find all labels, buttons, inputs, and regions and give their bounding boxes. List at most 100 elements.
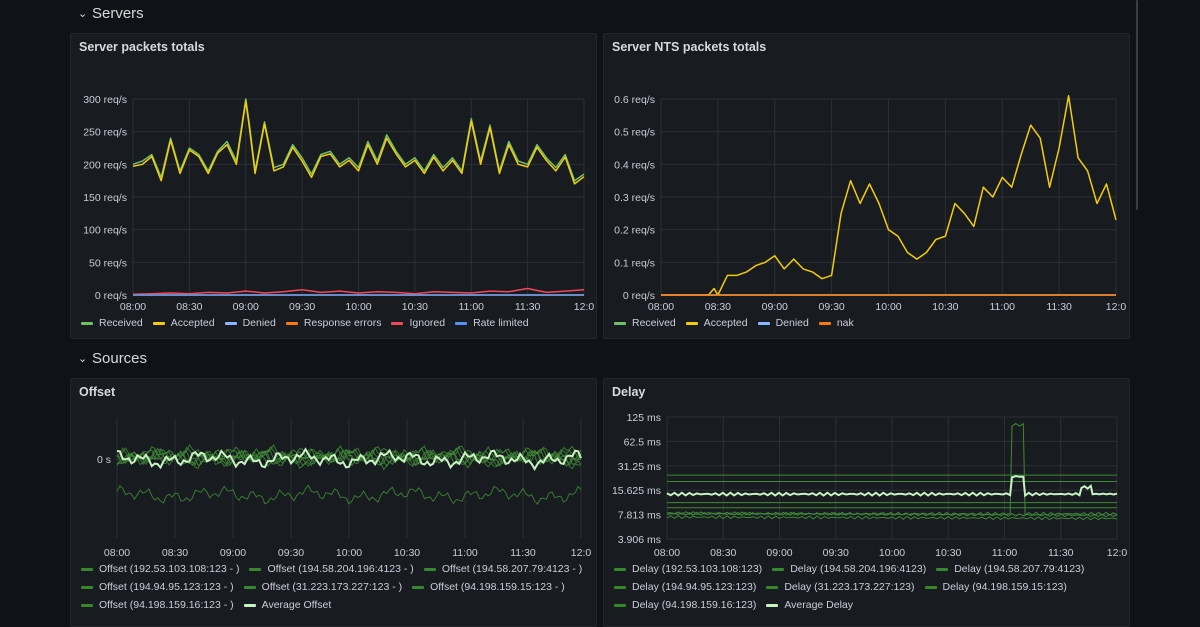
- legend-item-delay-194-58-204-196-4123[interactable]: Delay (194.58.204.196:4123): [772, 563, 926, 575]
- y-tick-label: 0 req/s: [623, 290, 655, 302]
- series-line-delay-194-94-95-123-123: [666, 511, 1118, 518]
- legend-label: Rate limited: [473, 317, 529, 329]
- panel-server-nts[interactable]: Server NTS packets totals 0 req/s 0.1 req…: [603, 33, 1130, 339]
- x-tick-label: 11:00: [452, 547, 478, 559]
- legend-item-offset-194-58-207-79-4123[interactable]: Offset (194.58.207.79:4123 - ): [423, 563, 583, 575]
- legend-item-delay-94-198-159-16-123[interactable]: Delay (94.198.159.16:123): [614, 599, 756, 611]
- grid: [660, 98, 1117, 296]
- legend-item-nak[interactable]: nak: [818, 317, 854, 329]
- legend-label: Offset (94.198.159.16:123 - ): [99, 599, 234, 611]
- legend-swatch: [936, 567, 949, 571]
- row-sources-toggle[interactable]: ⌄ Sources: [78, 350, 147, 367]
- legend-item-delay-194-94-95-123-123[interactable]: Delay (194.94.95.123:123): [614, 581, 756, 593]
- x-tick-label: 09:00: [766, 547, 792, 559]
- legend: Received Accepted Denied Response errors Ign…: [81, 317, 591, 329]
- legend-label: Accepted: [170, 317, 215, 329]
- row-servers-toggle[interactable]: ⌄ Servers: [78, 5, 144, 22]
- legend-item-response-errors[interactable]: Response errors: [285, 317, 382, 329]
- row-title-servers: Servers: [92, 5, 144, 22]
- x-tick-label: 12:0: [1106, 301, 1127, 313]
- x-tick-label: 11:30: [515, 301, 541, 313]
- x-tick-label: 10:00: [336, 547, 362, 559]
- y-tick-label: 125 ms: [627, 412, 661, 424]
- series-line-average-offset: [116, 447, 582, 471]
- x-tick-label: 11:30: [1048, 547, 1074, 559]
- y-tick-label: 0.5 req/s: [614, 127, 655, 139]
- legend-item-delay-194-58-207-79-4123[interactable]: Delay (194.58.207.79:4123): [936, 563, 1084, 575]
- legend-item-denied[interactable]: Denied: [757, 317, 809, 329]
- legend-item-average-offset[interactable]: Average Offset: [243, 599, 331, 611]
- x-tick-label: 11:30: [510, 547, 536, 559]
- panel-title: Offset: [79, 385, 116, 399]
- x-tick-label: 11:00: [990, 301, 1016, 313]
- x-tick-label: 09:00: [762, 301, 788, 313]
- panel-offset[interactable]: Offset 08:00 08:30 09:00 09:30 10:00 10:30 11:…: [70, 378, 597, 627]
- legend-label: Delay (194.94.95.123:123): [632, 581, 757, 593]
- legend-item-delay-31-223-173-227-123[interactable]: Delay (31.223.173.227:123): [766, 581, 915, 593]
- legend-item-offset-31-223-173-227-123[interactable]: Offset (31.223.173.227:123 - ): [243, 581, 402, 593]
- scrollbar[interactable]: [1136, 0, 1138, 210]
- legend-item-delay-94-198-159-15-123[interactable]: Delay (94.198.159.15:123): [924, 581, 1067, 593]
- legend-label: Delay (94.198.159.16:123): [632, 599, 757, 611]
- legend-swatch: [614, 603, 626, 607]
- legend-swatch: [614, 321, 626, 325]
- legend-label: Offset (192.53.103.108:123 - ): [99, 563, 240, 575]
- legend-label: Received: [632, 317, 676, 329]
- y-tick-label: 0.4 req/s: [614, 159, 655, 171]
- chart-server-nts: 0 req/s 0.1 req/s 0.2 req/s 0.3 req/s 0.4 re…: [614, 94, 1127, 313]
- x-tick-label: 09:00: [220, 547, 246, 559]
- legend-label: Delay (194.58.204.196:4123): [790, 563, 927, 575]
- series-line-offset-94-198-159-16-123: [116, 484, 582, 506]
- y-tick-label: 0 s: [97, 454, 111, 466]
- legend-item-average-delay[interactable]: Average Delay: [766, 599, 853, 611]
- legend-item-offset-194-94-95-123-123[interactable]: Offset (194.94.95.123:123 - ): [81, 581, 234, 593]
- legend-item-delay-192-53-103-108-123[interactable]: Delay (192.53.103.108:123): [614, 563, 762, 575]
- series-line-received: [132, 98, 585, 182]
- legend-label: Ignored: [409, 317, 446, 329]
- x-tick-label: 08:30: [710, 547, 736, 559]
- legend-label: Response errors: [303, 317, 382, 329]
- panel-server-packets[interactable]: Server packets totals 0 req/s 50 req/s 100…: [70, 33, 597, 339]
- y-tick-label: 200 req/s: [83, 159, 127, 171]
- chevron-down-icon: ⌄: [78, 353, 88, 365]
- chart-server-packets: 0 req/s 50 req/s 100 req/s 150 req/s 200 req…: [83, 94, 594, 313]
- series-line-offset-192-53-103-108-123: [116, 443, 582, 465]
- legend-item-offset-94-198-159-16-123[interactable]: Offset (94.198.159.16:123 - ): [81, 599, 234, 611]
- legend-item-denied[interactable]: Denied: [224, 317, 276, 329]
- legend-item-ignored[interactable]: Ignored: [391, 317, 445, 329]
- grid: [132, 98, 585, 296]
- x-tick-label: 11:00: [992, 547, 1018, 559]
- legend-label: Offset (194.58.207.79:4123 - ): [441, 563, 583, 575]
- x-tick-label: 09:30: [289, 301, 315, 313]
- legend-item-accepted[interactable]: Accepted: [685, 317, 748, 329]
- y-tick-label: 300 req/s: [83, 94, 127, 106]
- legend-item-offset-94-198-159-15-123[interactable]: Offset (94.198.159.15:123 - ): [412, 581, 565, 593]
- legend-swatch: [766, 603, 779, 607]
- panel-title: Server packets totals: [79, 40, 205, 54]
- x-tick-label: 10:00: [875, 301, 901, 313]
- x-tick-label: 12:0: [1107, 547, 1128, 559]
- legend-label: Offset (194.94.95.123:123 - ): [99, 581, 234, 593]
- legend-item-rate-limited[interactable]: Rate limited: [455, 317, 529, 329]
- legend-item-offset-192-53-103-108-123[interactable]: Offset (192.53.103.108:123 - ): [81, 563, 239, 575]
- x-tick-label: 09:30: [823, 547, 849, 559]
- legend-label: Offset (194.58.204.196:4123 - ): [267, 563, 414, 575]
- y-tick-label: 31.25 ms: [618, 461, 661, 473]
- y-tick-label: 100 req/s: [83, 225, 127, 237]
- legend-swatch: [81, 585, 93, 589]
- x-tick-label: 08:30: [705, 301, 731, 313]
- y-tick-label: 250 req/s: [83, 127, 127, 139]
- y-tick-label: 3.906 ms: [618, 534, 661, 546]
- legend-swatch: [81, 603, 93, 607]
- x-tick-label: 11:00: [459, 301, 485, 313]
- legend-item-accepted[interactable]: Accepted: [152, 317, 215, 329]
- legend-swatch: [285, 321, 298, 325]
- legend-item-received[interactable]: Received: [614, 317, 676, 329]
- x-tick-label: 10:30: [402, 301, 428, 313]
- legend-item-offset-194-58-204-196-4123[interactable]: Offset (194.58.204.196:4123 - ): [249, 563, 414, 575]
- panel-delay[interactable]: Delay 3.906 ms 7.813 ms 15.625 ms 31.25 ms 6…: [603, 378, 1130, 627]
- legend-item-received[interactable]: Received: [81, 317, 143, 329]
- series-line-accepted: [132, 100, 585, 185]
- legend-label: Delay (194.58.207.79:4123): [954, 563, 1085, 575]
- legend-swatch: [224, 321, 237, 325]
